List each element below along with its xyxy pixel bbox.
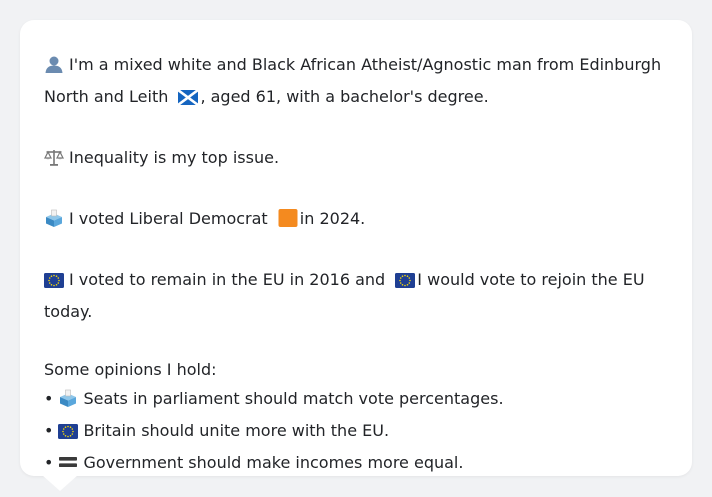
profile-card: I'm a mixed white and Black African Athe… xyxy=(20,20,692,476)
opinion-text: Seats in parliament should match vote pe… xyxy=(83,389,504,408)
opinion-text: Government should make incomes more equa… xyxy=(83,453,464,472)
speech-bubble-tail xyxy=(42,475,78,491)
orange-square-icon xyxy=(278,207,298,236)
eu-text-part2: I would vote to rejoin the EU today. xyxy=(44,270,645,321)
vote-suffix: in 2024. xyxy=(299,209,366,228)
intro-text: I'm a mixed white and Black African Athe… xyxy=(44,55,662,106)
opinion-text: Britain should unite more with the EU. xyxy=(83,421,390,440)
issue-line: Inequality is my top issue. xyxy=(44,143,668,175)
eu-flag-icon xyxy=(58,419,79,448)
ballot-box-icon xyxy=(44,207,64,236)
scales-icon xyxy=(44,146,64,175)
eu-flag-icon xyxy=(395,268,416,297)
eu-text-part1: I voted to remain in the EU in 2016 and xyxy=(69,270,386,289)
list-item: • Government should make incomes more eq… xyxy=(44,448,668,480)
scotland-flag-icon xyxy=(177,85,200,114)
ballot-box-icon xyxy=(58,387,78,416)
bullet: • xyxy=(44,421,54,440)
person-icon xyxy=(44,53,64,82)
vote-line: I voted Liberal Democrat in 2024. xyxy=(44,204,668,236)
opinions-list: • Seats in parliament should match vote … xyxy=(44,384,668,480)
list-item: • Seats in parliament should match vote … xyxy=(44,384,668,416)
list-item: • Britain should unite more with the EU. xyxy=(44,416,668,448)
intro-line: I'm a mixed white and Black African Athe… xyxy=(44,50,668,114)
opinions-heading: Some opinions I hold: xyxy=(44,360,217,379)
eu-line: I voted to remain in the EU in 2016 and … xyxy=(44,265,668,326)
bullet: • xyxy=(44,389,54,408)
eu-flag-icon xyxy=(44,268,64,297)
equals-icon xyxy=(58,451,78,480)
issue-text: Inequality is my top issue. xyxy=(69,148,280,167)
bullet: • xyxy=(44,453,54,472)
intro-suffix: , aged 61, with a bachelor's degree. xyxy=(200,87,489,106)
vote-text: I voted Liberal Democrat xyxy=(69,209,268,228)
